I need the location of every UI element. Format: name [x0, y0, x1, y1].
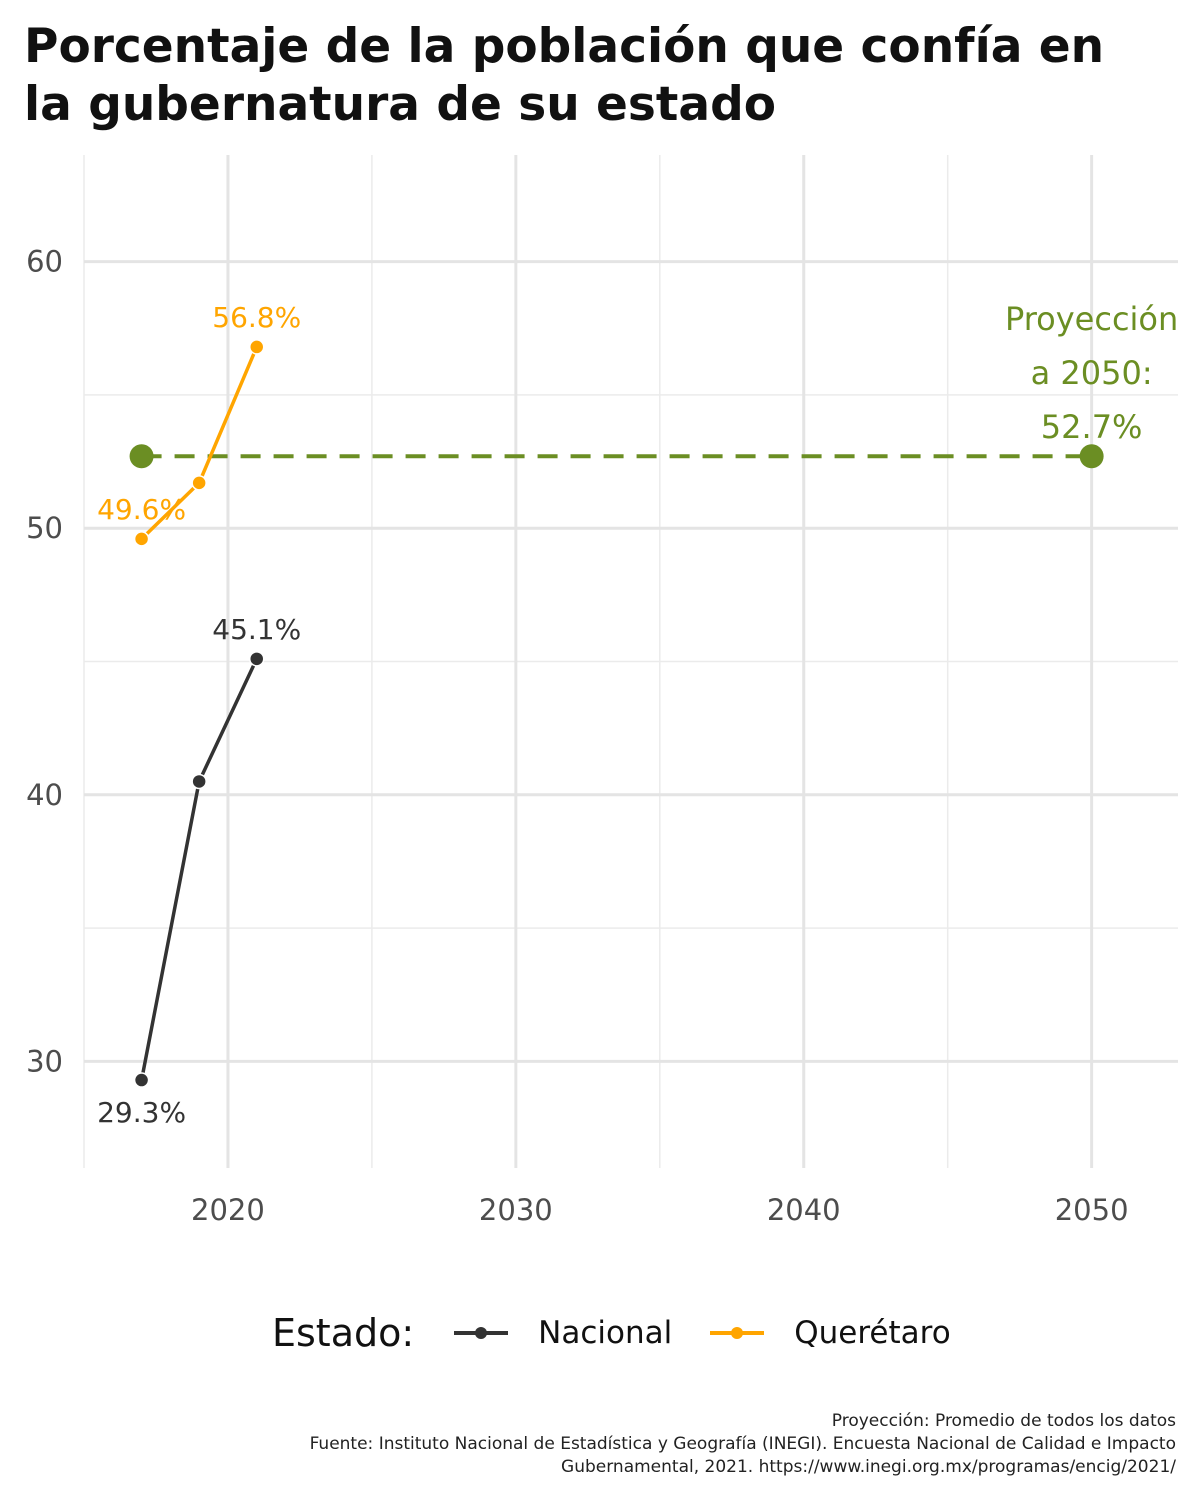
- title-line: Porcentaje de la población que confía en: [24, 19, 1105, 74]
- series-layer: [133, 339, 265, 1088]
- x-axis-tick-labels: 2020 2030 2040 2050: [191, 1193, 1128, 1227]
- projection-annotation: 52.7%: [1041, 408, 1143, 446]
- data-label: 56.8%: [212, 301, 301, 334]
- caption-line: Gubernamental, 2021. https://www.inegi.o…: [561, 1457, 1176, 1477]
- y-tick-label: 40: [26, 778, 63, 812]
- legend-label-queretaro: Querétaro: [794, 1315, 951, 1351]
- legend-key-nacional: [454, 1327, 509, 1339]
- data-label: 29.3%: [97, 1096, 186, 1129]
- legend: Estado: Nacional Querétaro: [272, 1308, 985, 1358]
- projection-layer: Proyección a 2050: 52.7%: [129, 300, 1178, 469]
- projection-point: [1079, 444, 1104, 469]
- legend-key-queretaro: [710, 1327, 765, 1339]
- projection-annotation: a 2050:: [1031, 354, 1153, 392]
- series-point: [133, 1072, 150, 1088]
- y-tick-label: 50: [26, 511, 63, 545]
- series-point: [191, 475, 207, 491]
- legend-label-nacional: Nacional: [538, 1315, 673, 1351]
- series-point: [248, 339, 265, 355]
- x-tick-label: 2020: [191, 1193, 265, 1227]
- x-tick-label: 2040: [767, 1193, 841, 1227]
- data-label: 45.1%: [212, 613, 301, 646]
- chart: 30 40 50 60 2020 2030 2040 2050 Proyección a 20…: [26, 155, 1178, 1227]
- series-line: [139, 658, 259, 1081]
- data-label: 49.6%: [97, 493, 186, 526]
- major-gridlines: [84, 155, 1178, 1168]
- x-tick-label: 2050: [1055, 1193, 1129, 1227]
- caption-line: Proyección: Promedio de todos los datos: [831, 1411, 1176, 1431]
- legend-title: Estado:: [272, 1311, 415, 1355]
- minor-gridlines: [83, 155, 1178, 1168]
- series-point: [191, 773, 207, 790]
- projection-point: [129, 444, 154, 469]
- y-axis-tick-labels: 30 40 50 60: [26, 245, 63, 1079]
- y-tick-label: 60: [26, 245, 63, 279]
- caption-line: Fuente: Instituto Nacional de Estadístic…: [309, 1434, 1176, 1454]
- title-line: la gubernatura de su estado: [24, 77, 776, 132]
- page-title: Porcentaje de la población que confía en…: [24, 18, 1174, 134]
- data-labels-layer: 29.3% 45.1% 49.6% 56.8%: [97, 301, 301, 1129]
- x-tick-label: 2030: [479, 1193, 553, 1227]
- series-point: [248, 651, 265, 667]
- projection-annotation: Proyección: [1005, 300, 1178, 338]
- series-point: [133, 531, 150, 547]
- caption: Proyección: Promedio de todos los datos …: [310, 1410, 1176, 1479]
- y-tick-label: 30: [26, 1044, 63, 1078]
